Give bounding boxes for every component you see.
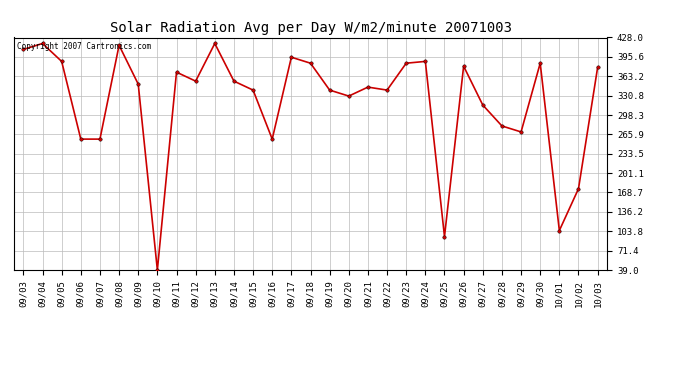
Text: Copyright 2007 Cartronics.com: Copyright 2007 Cartronics.com — [17, 42, 151, 51]
Title: Solar Radiation Avg per Day W/m2/minute 20071003: Solar Radiation Avg per Day W/m2/minute … — [110, 21, 511, 35]
